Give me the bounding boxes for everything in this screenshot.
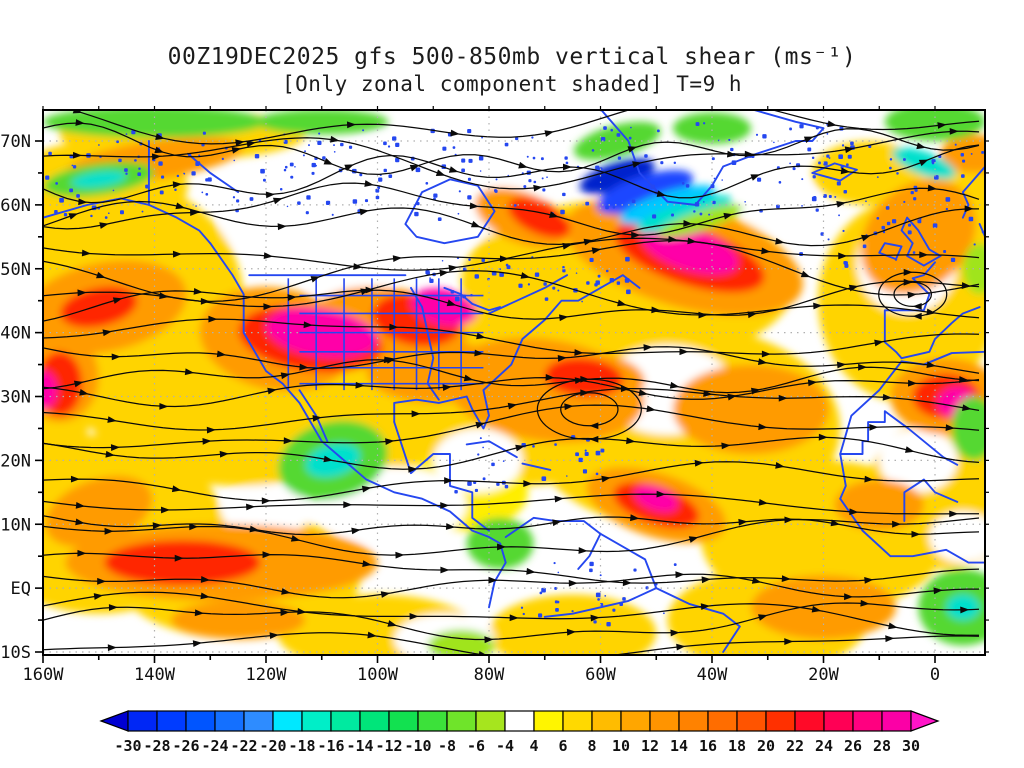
colorbar-cell	[243, 710, 274, 732]
colorbar-tick-label: -28	[143, 737, 170, 755]
colorbar-cell	[823, 710, 854, 732]
colorbar-tick-label: -8	[438, 737, 456, 755]
colorbar-tick-label: -10	[404, 737, 431, 755]
colorbar-tick-label: 22	[786, 737, 804, 755]
colorbar-tick-label: -12	[375, 737, 402, 755]
state-borders	[287, 278, 484, 391]
colorbar-cell	[301, 710, 332, 732]
y-tick-label: 60N	[0, 196, 31, 216]
coastlines	[43, 110, 985, 653]
colorbar-cell	[649, 710, 680, 732]
y-tick-label: 70N	[0, 132, 31, 152]
colorbar-cell	[881, 710, 912, 732]
colorbar-cell	[214, 710, 245, 732]
y-tick-label: 30N	[0, 388, 31, 408]
x-tick-label: 40W	[697, 665, 728, 685]
colorbar-tick-label: 6	[558, 737, 567, 755]
y-tick-label: 50N	[0, 260, 31, 280]
colorbar-cell	[678, 710, 709, 732]
colorbar-tick-label: -26	[172, 737, 199, 755]
colorbar-tick-label: -16	[317, 737, 344, 755]
colorbar-tick-label: 8	[587, 737, 596, 755]
y-tick-label: 10N	[0, 515, 31, 535]
colorbar-cell	[359, 710, 390, 732]
streamlines	[43, 110, 980, 655]
x-tick-label: 160W	[23, 665, 65, 685]
colorbar-cell	[446, 710, 477, 732]
x-tick-label: 140W	[134, 665, 176, 685]
colorbar-tick-label: -4	[496, 737, 514, 755]
colorbar-cell	[127, 710, 158, 732]
colorbar-tick-label: 4	[529, 737, 538, 755]
y-tick-label: 10S	[0, 643, 31, 663]
colorbar-tick-label: -14	[346, 737, 373, 755]
colorbar-tick-label: 14	[670, 737, 688, 755]
x-tick-label: 120W	[246, 665, 288, 685]
colorbar-tick-label: 10	[612, 737, 630, 755]
colorbar-tick-label: -22	[230, 737, 257, 755]
colorbar-cell	[591, 710, 622, 732]
colorbar-tick-label: 16	[699, 737, 717, 755]
x-tick-label: 60W	[585, 665, 616, 685]
colorbar-cell	[475, 710, 506, 732]
x-tick-label: 100W	[357, 665, 399, 685]
colorbar-cell	[156, 710, 187, 732]
x-tick-label: 80W	[474, 665, 505, 685]
x-tick-label: 0	[930, 665, 940, 685]
colorbar-left-arrow	[99, 710, 129, 732]
colorbar-cell	[736, 710, 767, 732]
colorbar-cell	[417, 710, 448, 732]
colorbar-cell	[185, 710, 216, 732]
colorbar-cell	[533, 710, 564, 732]
colorbar-tick-label: 26	[844, 737, 862, 755]
colorbar-cell	[707, 710, 738, 732]
y-tick-label: EQ	[11, 579, 31, 599]
colorbar-tick-label: 12	[641, 737, 659, 755]
colorbar-tick-label: 24	[815, 737, 833, 755]
plot-subtitle: [Only zonal component shaded] T=9 h	[281, 72, 743, 96]
x-tick-label: 20W	[808, 665, 839, 685]
colorbar-right-arrow	[910, 710, 940, 732]
colorbar-cell	[272, 710, 303, 732]
colorbar-cell	[852, 710, 883, 732]
colorbar-tick-label: -6	[467, 737, 485, 755]
colorbar-tick-label: -24	[201, 737, 228, 755]
coast-speckles	[45, 122, 985, 627]
colorbar-tick-label: -30	[114, 737, 141, 755]
colorbar-cell	[562, 710, 593, 732]
colorbar-cell	[765, 710, 796, 732]
colorbar-cell	[330, 710, 361, 732]
y-tick-label: 40N	[0, 324, 31, 344]
colorbar-tick-label: 20	[757, 737, 775, 755]
colorbar-cell	[794, 710, 825, 732]
colorbar-cell	[388, 710, 419, 732]
colorbar-cell	[620, 710, 651, 732]
plot-title: 00Z19DEC2025 gfs 500-850mb vertical shea…	[167, 44, 857, 70]
colorbar: -30 -28 -26 -24 -22 -20 -18 -16 -14 -12 -10 -8 -6 -4 4…	[99, 710, 940, 755]
colorbar-tick-label: 28	[873, 737, 891, 755]
colorbar-tick-label: 30	[902, 737, 920, 755]
y-tick-label: 20N	[0, 451, 31, 471]
colorbar-tick-label: 18	[728, 737, 746, 755]
colorbar-tick-label: -18	[288, 737, 315, 755]
colorbar-tick-label: -20	[259, 737, 286, 755]
colorbar-cell	[504, 710, 535, 732]
